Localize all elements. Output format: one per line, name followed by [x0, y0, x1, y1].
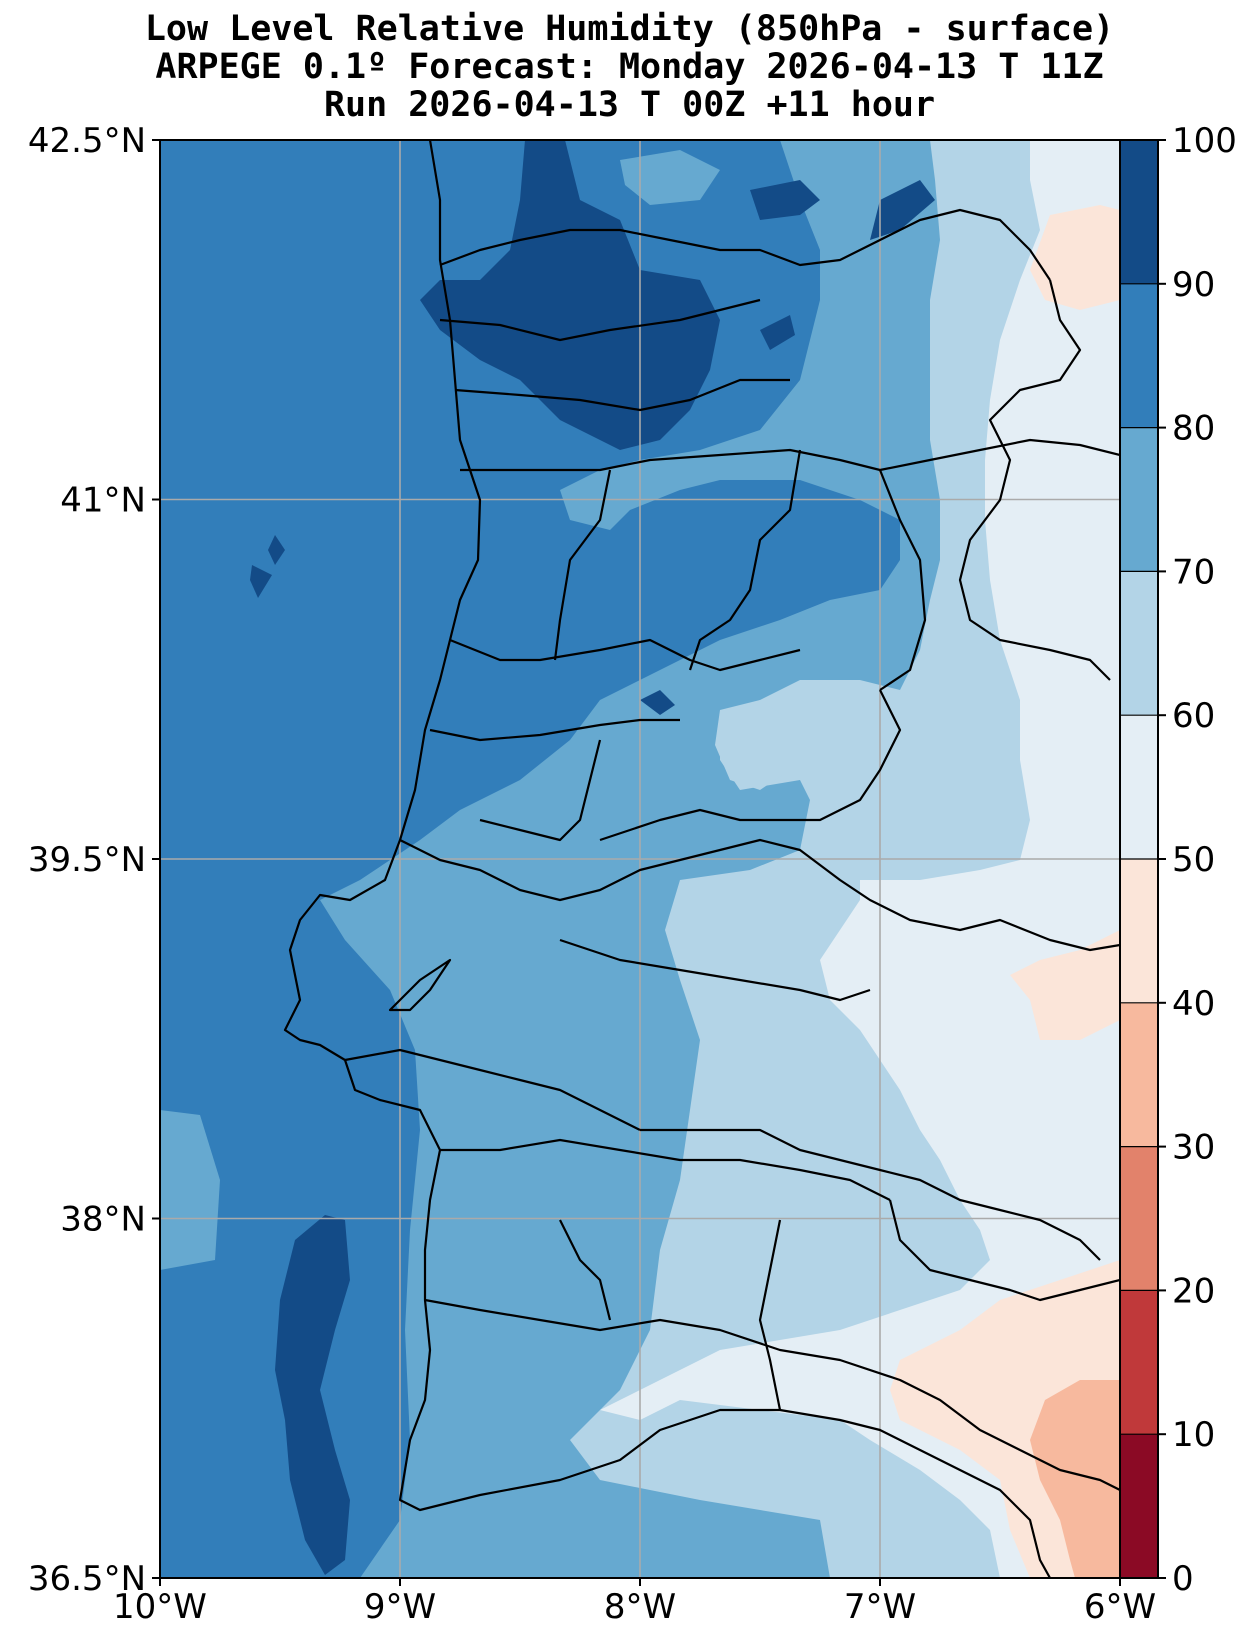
district-border-4	[553, 469, 612, 661]
humidity-band-90-100-offshore-a	[268, 535, 285, 565]
district-border-15	[640, 1128, 1101, 1261]
district-border-10	[479, 739, 602, 842]
colorbar-segment	[1120, 571, 1158, 716]
lon-tick-label: 9°W	[364, 1587, 436, 1627]
colorbar-segment	[1120, 283, 1158, 428]
district-border-14	[440, 1138, 891, 1201]
lat-tick-label: 38°N	[60, 1200, 146, 1240]
humidity-band-90-100-north	[420, 140, 720, 450]
district-border-6	[878, 469, 927, 691]
lat-tick-label: 36.5°N	[28, 1559, 146, 1599]
district-border-2	[454, 378, 790, 412]
district-border-11	[399, 838, 1120, 952]
coastline	[283, 140, 1051, 1578]
longitude-axis: 10°W 9°W 8°W 7°W 6°W	[113, 1578, 1156, 1627]
lon-tick-label: 7°W	[844, 1587, 916, 1627]
humidity-band-70-80-offshore	[160, 1110, 220, 1270]
humidity-band-90-100-nw	[750, 180, 820, 220]
colorbar-tick-label: 70	[1172, 552, 1215, 592]
humidity-band-30-40	[1030, 1380, 1120, 1578]
colorbar-segment	[1120, 140, 1158, 284]
colorbar-segment	[1120, 1290, 1158, 1435]
district-border-8	[429, 718, 680, 742]
lon-tick-label: 10°W	[113, 1587, 207, 1627]
lat-tick-label: 41°N	[60, 481, 146, 521]
district-border-1	[439, 298, 761, 342]
humidity-band-90-100-spot	[760, 315, 795, 350]
colorbar-frame	[1119, 139, 1159, 1579]
colorbar-segment	[1120, 427, 1158, 572]
humidity-band-70-80-north-patch	[620, 150, 720, 205]
colorbar-segment	[1120, 715, 1158, 859]
district-border-9	[599, 689, 902, 842]
district-border-3	[460, 438, 1120, 472]
colorbar-tick-label: 10	[1172, 1415, 1215, 1455]
district-border-17	[559, 1219, 612, 1321]
colorbar-tick-label: 90	[1172, 265, 1215, 305]
humidity-band-90-100-central	[640, 690, 675, 715]
district-border-19	[888, 1199, 1120, 1302]
humidity-band-60-70-inland-patch	[715, 700, 790, 790]
title-line-1: Low Level Relative Humidity (850hPa - su…	[144, 9, 1115, 49]
border-portugal-spain-north	[439, 208, 1051, 281]
latitude-axis: 42.5°N 41°N 39.5°N 38°N 36.5°N	[28, 121, 160, 1599]
colorbar-tick-label: 0	[1172, 1559, 1194, 1599]
district-border-5	[688, 449, 802, 671]
colorbar-tick-label: 60	[1172, 696, 1215, 736]
map-title: Low Level Relative Humidity (850hPa - su…	[0, 10, 1259, 124]
colorbar-segment	[1120, 859, 1158, 1003]
title-line-3: Run 2026-04-13 T 00Z +11 hour	[323, 85, 936, 125]
humidity-colorbar: 0 10 20 30 40 50 60 70 80 90 100	[1119, 121, 1237, 1599]
colorbar-tick-label: 20	[1172, 1271, 1215, 1311]
colorbar-tick-label: 30	[1172, 1128, 1215, 1168]
colorbar-segment	[1120, 1146, 1158, 1291]
district-border-18	[758, 1219, 782, 1411]
humidity-band-90-100-offshore-b	[250, 565, 272, 598]
lon-tick-label: 6°W	[1084, 1587, 1156, 1627]
humidity-band-40-50-north	[1030, 205, 1120, 310]
border-portugal-spain-east	[958, 279, 1111, 681]
lat-tick-label: 39.5°N	[28, 840, 146, 880]
humidity-band-90-100-ne	[870, 180, 935, 240]
colorbar-tick-label: 40	[1172, 984, 1215, 1024]
colorbar-tick-label: 100	[1172, 121, 1237, 161]
colorbar-segment	[1120, 1434, 1158, 1578]
humidity-band-90-100-offshore-south	[275, 1215, 350, 1575]
humidity-band-40-50-east	[1010, 930, 1120, 1040]
colorbar-tick-label: 50	[1172, 840, 1215, 880]
district-border-13	[344, 1048, 641, 1131]
colorbar-segment	[1120, 1002, 1158, 1147]
river-estuary	[388, 958, 452, 1012]
district-border-16	[424, 1298, 1120, 1491]
lon-tick-label: 8°W	[604, 1587, 676, 1627]
lat-tick-label: 42.5°N	[28, 121, 146, 161]
country-and-district-borders	[283, 140, 1120, 1578]
district-border-12	[559, 938, 871, 1002]
colorbar-tick-label: 80	[1172, 409, 1215, 449]
title-line-2: ARPEGE 0.1º Forecast: Monday 2026-04-13 …	[155, 47, 1104, 87]
district-border-7	[449, 638, 801, 672]
